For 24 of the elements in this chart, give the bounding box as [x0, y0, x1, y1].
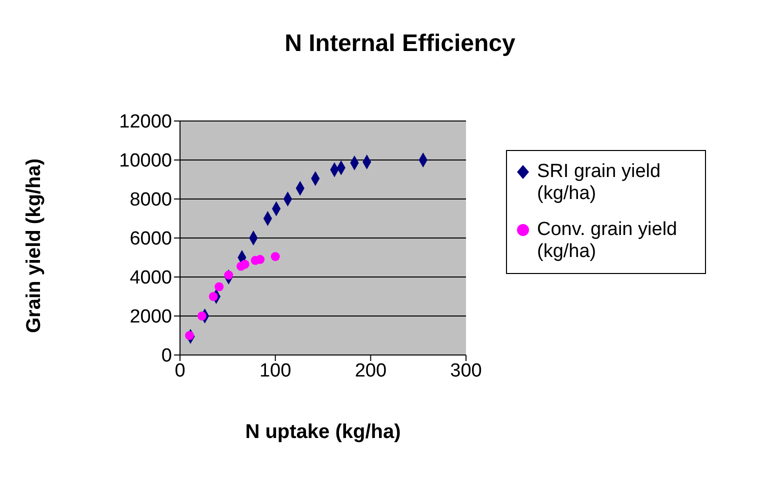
x-tick-label: 0 — [174, 360, 186, 382]
point — [224, 270, 234, 280]
point — [197, 311, 206, 321]
legend-label: Conv. grain yield (kg/ha) — [537, 219, 678, 263]
legend-label: SRI grain yield (kg/ha) — [537, 161, 662, 205]
x-tick-label: 100 — [259, 360, 292, 382]
y-tick-label: 12000 — [119, 112, 172, 133]
x-tick-label: 200 — [354, 360, 387, 382]
y-tick-label: 8000 — [130, 190, 172, 211]
chart-title: N Internal Efficiency — [284, 30, 516, 58]
x-tick-label: 300 — [450, 360, 482, 382]
y-tick-label: 4000 — [130, 268, 172, 289]
y-tick-label: 0 — [161, 346, 172, 367]
y-tick-label: 2000 — [130, 306, 172, 328]
point — [185, 330, 194, 340]
point — [256, 254, 265, 264]
point — [240, 260, 250, 269]
point — [214, 282, 224, 292]
x-axis-title: N uptake (kg/ha) — [245, 421, 401, 443]
y-axis-title: Grain yield (kg/ha) — [23, 158, 46, 333]
point — [270, 252, 280, 262]
y-tick-label: 10000 — [119, 150, 172, 172]
y-tick-label: 6000 — [130, 228, 172, 250]
point — [208, 292, 218, 302]
